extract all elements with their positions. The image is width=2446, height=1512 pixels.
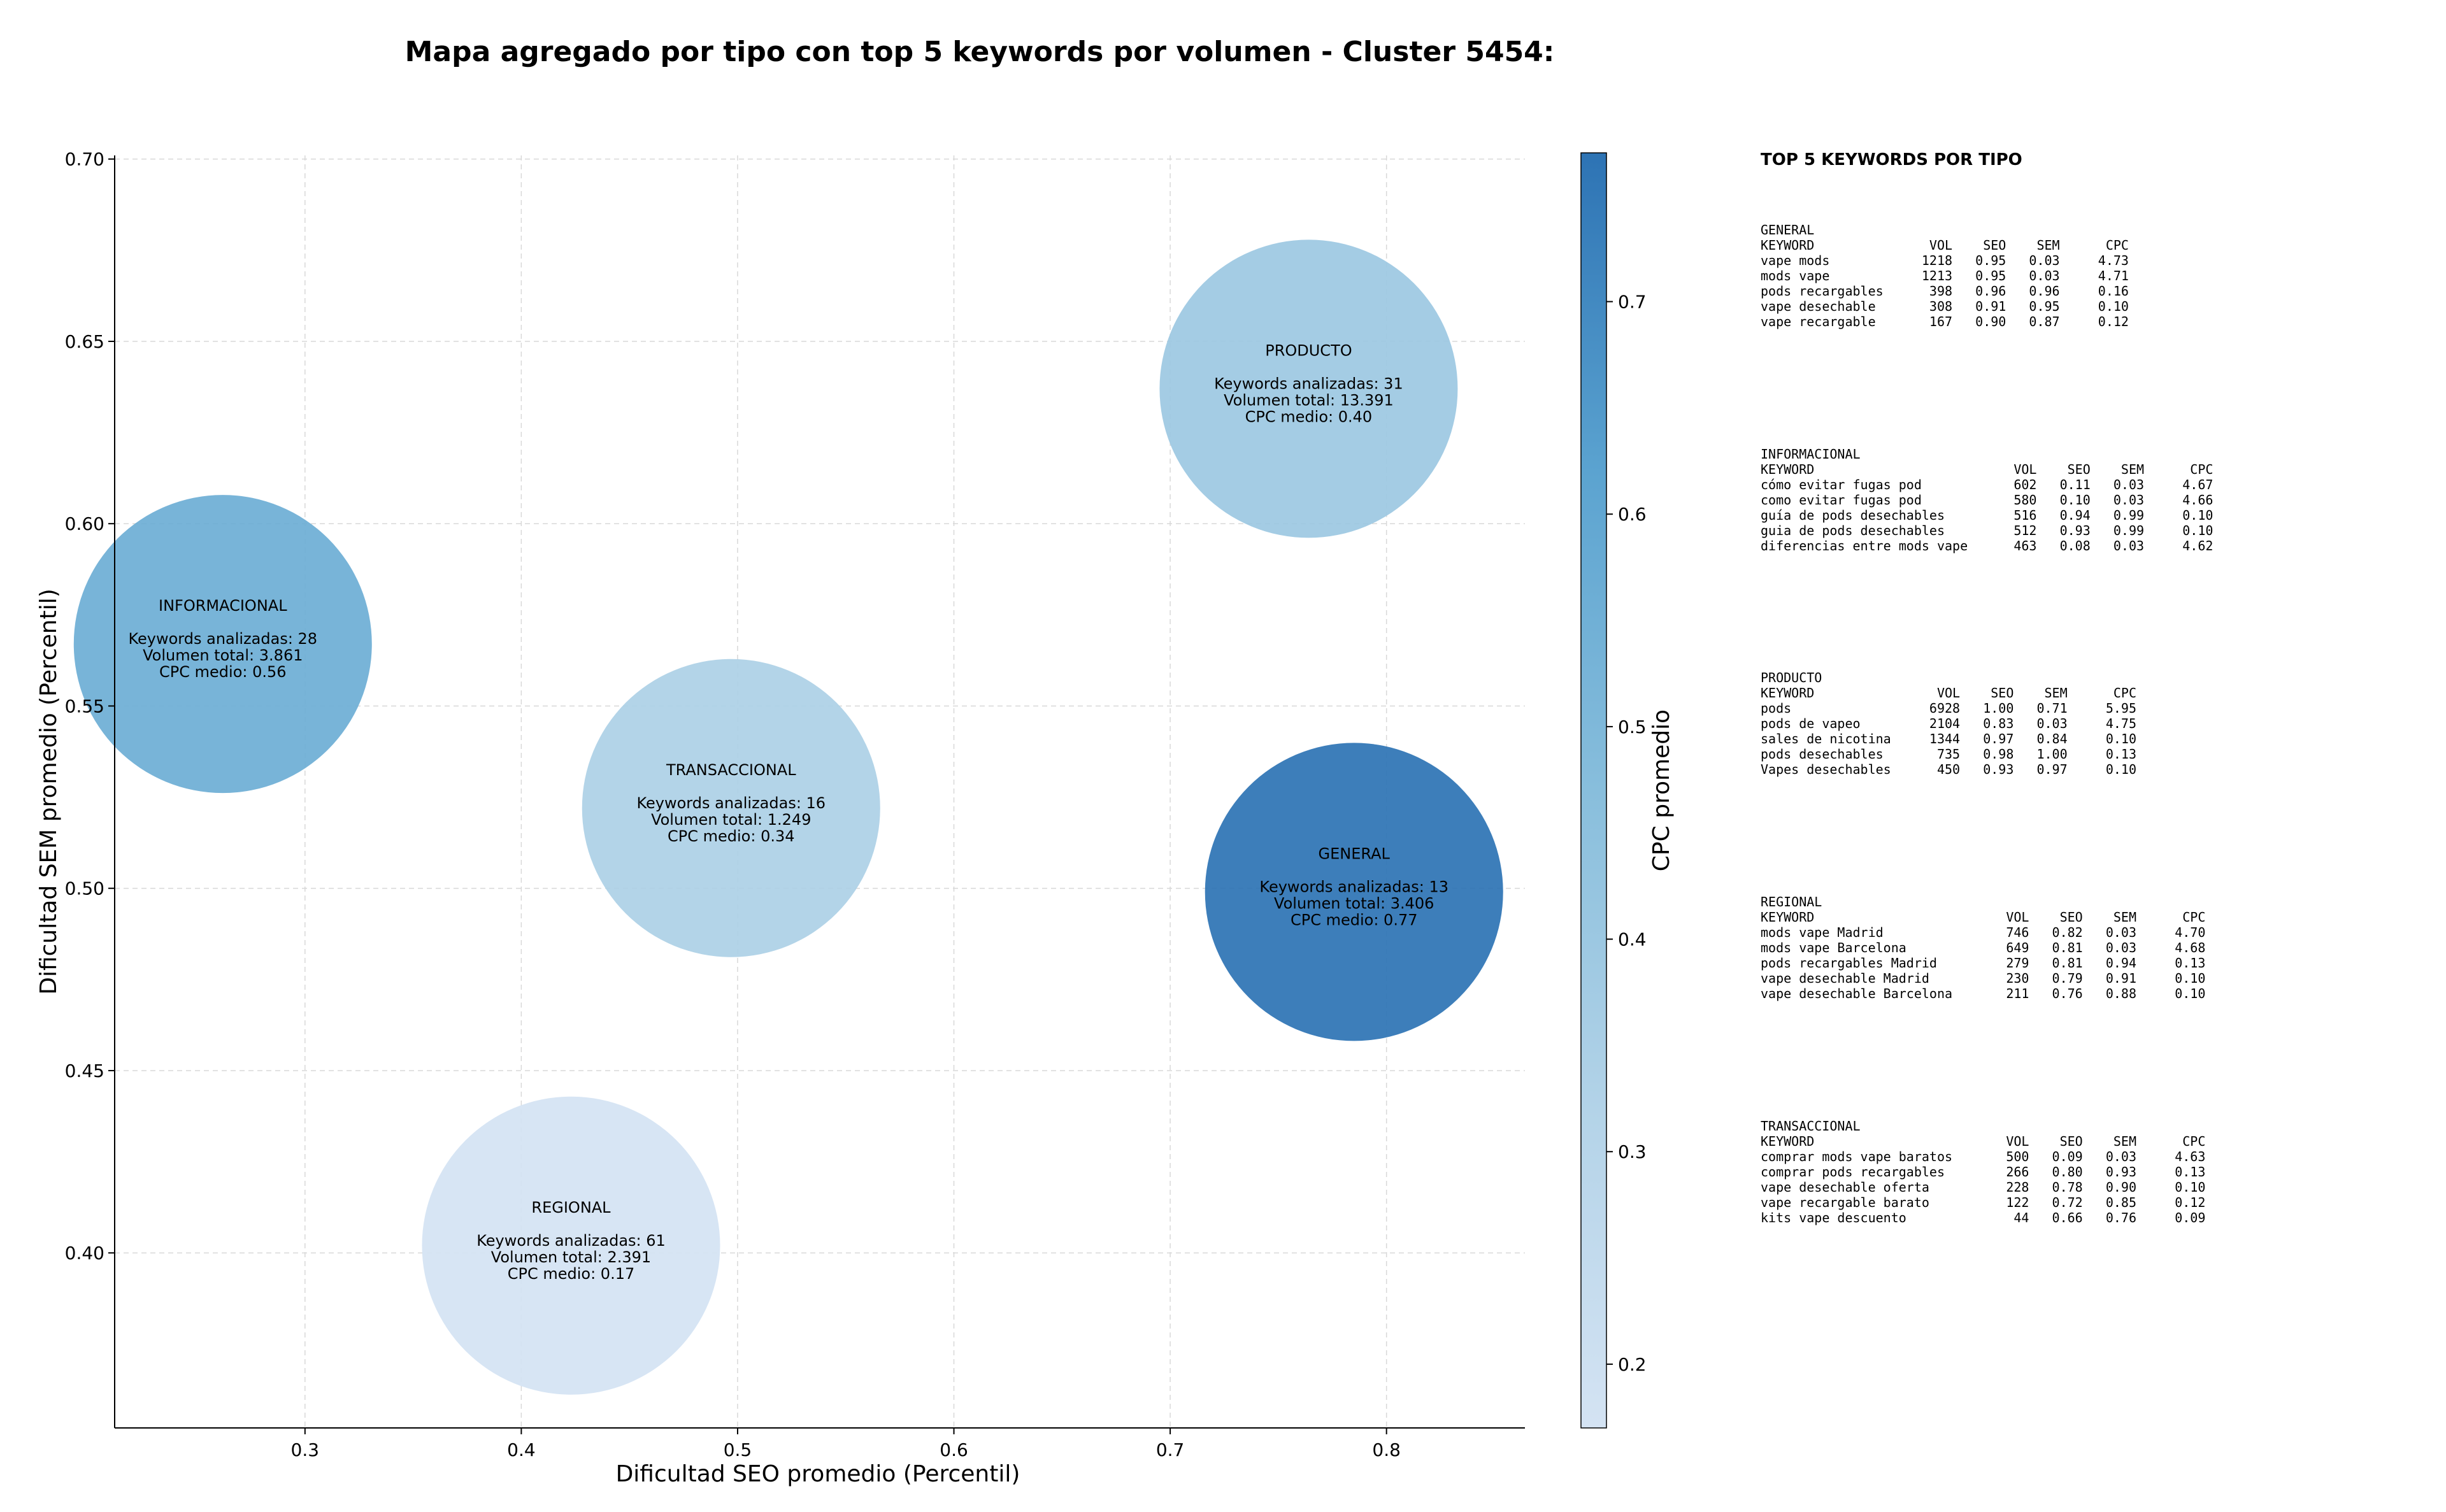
bubble-transaccional (582, 659, 880, 957)
colorbar (1580, 152, 1607, 1429)
side-section-heading: INFORMACIONAL (1761, 446, 1861, 462)
side-table-row: guia de pods desechables 512 0.93 0.99 0… (1761, 523, 2213, 538)
x-ticks: 0.3 0.4 0.5 0.6 0.7 0.8 (291, 1428, 1401, 1460)
x-tick-label: 0.4 (507, 1439, 536, 1460)
y-tick-label: 0.70 (65, 149, 104, 170)
side-table-row: sales de nicotina 1344 0.97 0.84 0.10 (1761, 731, 2136, 746)
side-table-header: KEYWORD VOL SEO SEM CPC (1761, 909, 2205, 925)
bubble-cpc-label: CPC medio: 0.56 (159, 663, 287, 681)
y-tick-label: 0.60 (65, 513, 104, 534)
bubble-regional (422, 1096, 720, 1395)
y-tick-label: 0.55 (65, 695, 104, 717)
x-tick-label: 0.5 (724, 1439, 752, 1460)
side-table-row: pods recargables Madrid 279 0.81 0.94 0.… (1761, 955, 2205, 971)
bubble-cpc-label: CPC medio: 0.77 (1291, 911, 1418, 929)
side-table-row: Vapes desechables 450 0.93 0.97 0.10 (1761, 762, 2136, 777)
colorbar-tick-label: 0.6 (1618, 504, 1647, 525)
side-table-row: pods 6928 1.00 0.71 5.95 (1761, 701, 2136, 716)
side-table-row: como evitar fugas pod 580 0.10 0.03 4.66 (1761, 492, 2213, 508)
bubble-type-label: PRODUCTO (1265, 341, 1352, 359)
y-tick-label: 0.45 (65, 1060, 104, 1081)
bubble-general (1205, 743, 1503, 1041)
side-table-row: diferencias entre mods vape 463 0.08 0.0… (1761, 538, 2213, 553)
y-axis-label: Dificultad SEM promedio (Percentil) (36, 588, 62, 995)
bubble-volume-label: Volumen total: 3.861 (143, 646, 303, 664)
bubble-type-label: GENERAL (1319, 845, 1391, 862)
x-tick-label: 0.6 (940, 1439, 968, 1460)
side-table-row: guía de pods desechables 516 0.94 0.99 0… (1761, 508, 2213, 523)
side-table-row: vape mods 1218 0.95 0.03 4.73 (1761, 253, 2129, 268)
colorbar-tick-label: 0.3 (1618, 1141, 1647, 1162)
side-table-row: pods recargables 398 0.96 0.96 0.16 (1761, 283, 2129, 299)
side-table-row: mods vape Madrid 746 0.82 0.03 4.70 (1761, 925, 2205, 940)
colorbar-tick-label: 0.4 (1618, 929, 1647, 950)
bubble-keywords-label: Keywords analizadas: 31 (1214, 374, 1403, 392)
bubble-volume-label: Volumen total: 3.406 (1274, 894, 1434, 912)
side-table-row: vape desechable Madrid 230 0.79 0.91 0.1… (1761, 971, 2205, 986)
y-tick-label: 0.65 (65, 331, 104, 352)
side-table-row: vape desechable 308 0.91 0.95 0.10 (1761, 299, 2129, 314)
bubble-volume-label: Volumen total: 1.249 (651, 811, 811, 829)
side-section-heading: GENERAL (1761, 222, 1814, 238)
colorbar-label: CPC promedio (1649, 710, 1675, 871)
side-panel-title: TOP 5 KEYWORDS POR TIPO (1761, 150, 2022, 169)
side-table-row: mods vape 1213 0.95 0.03 4.71 (1761, 268, 2129, 283)
bubble-keywords-label: Keywords analizadas: 13 (1259, 878, 1448, 895)
bubble-informacional (73, 495, 372, 794)
side-section-heading: PRODUCTO (1761, 670, 1822, 685)
x-tick-label: 0.3 (291, 1439, 320, 1460)
side-table-row: cómo evitar fugas pod 602 0.11 0.03 4.67 (1761, 477, 2213, 492)
bubble-type-label: TRANSACCIONAL (666, 761, 796, 779)
side-table-row: pods desechables 735 0.98 1.00 0.13 (1761, 746, 2136, 762)
bubble-keywords-label: Keywords analizadas: 28 (128, 630, 317, 648)
side-table-header: KEYWORD VOL SEO SEM CPC (1761, 238, 2129, 253)
bubble-type-label: REGIONAL (531, 1199, 611, 1216)
x-tick-label: 0.7 (1156, 1439, 1185, 1460)
y-ticks: 0.40 0.45 0.50 0.55 0.60 0.65 0.70 (65, 149, 115, 1264)
y-tick-label: 0.50 (65, 878, 104, 899)
colorbar-tick-label: 0.5 (1618, 717, 1647, 738)
colorbar-tick-label: 0.2 (1618, 1354, 1647, 1375)
bubble-type-label: INFORMACIONAL (159, 597, 287, 615)
y-tick-label: 0.40 (65, 1243, 104, 1264)
bubble-cpc-label: CPC medio: 0.40 (1245, 408, 1373, 425)
side-section-heading: TRANSACCIONAL (1761, 1118, 1861, 1134)
bubble-volume-label: Volumen total: 13.391 (1224, 391, 1394, 409)
side-table-row: pods de vapeo 2104 0.83 0.03 4.75 (1761, 716, 2136, 731)
side-table-header: KEYWORD VOL SEO SEM CPC (1761, 462, 2213, 477)
side-table-row: comprar pods recargables 266 0.80 0.93 0… (1761, 1164, 2205, 1180)
bubble-producto (1159, 239, 1458, 538)
side-table-header: KEYWORD VOL SEO SEM CPC (1761, 685, 2136, 701)
chart-title: Mapa agregado por tipo con top 5 keyword… (405, 36, 1555, 68)
side-table-row: comprar mods vape baratos 500 0.09 0.03 … (1761, 1149, 2205, 1164)
side-table-row: mods vape Barcelona 649 0.81 0.03 4.68 (1761, 940, 2205, 955)
side-section-heading: REGIONAL (1761, 894, 1822, 909)
colorbar-tick-label: 0.7 (1618, 292, 1647, 313)
bubble-cpc-label: CPC medio: 0.17 (508, 1265, 635, 1283)
x-tick-label: 0.8 (1372, 1439, 1401, 1460)
x-axis-label: Dificultad SEO promedio (Percentil) (616, 1461, 1020, 1487)
bubble-volume-label: Volumen total: 2.391 (491, 1248, 651, 1266)
bubble-keywords-label: Keywords analizadas: 61 (476, 1232, 666, 1250)
bubble-keywords-label: Keywords analizadas: 16 (636, 794, 826, 812)
side-table-row: vape recargable barato 122 0.72 0.85 0.1… (1761, 1195, 2205, 1210)
side-table-row: vape desechable oferta 228 0.78 0.90 0.1… (1761, 1180, 2205, 1195)
side-table-row: vape desechable Barcelona 211 0.76 0.88 … (1761, 986, 2205, 1001)
colorbar-ticks: 0.2 0.3 0.4 0.5 0.6 0.7 (1606, 292, 1647, 1375)
bubble-cpc-label: CPC medio: 0.34 (668, 827, 795, 845)
side-table-row: vape recargable 167 0.90 0.87 0.12 (1761, 314, 2129, 329)
side-table-row: kits vape descuento 44 0.66 0.76 0.09 (1761, 1210, 2205, 1225)
side-table-header: KEYWORD VOL SEO SEM CPC (1761, 1134, 2205, 1149)
